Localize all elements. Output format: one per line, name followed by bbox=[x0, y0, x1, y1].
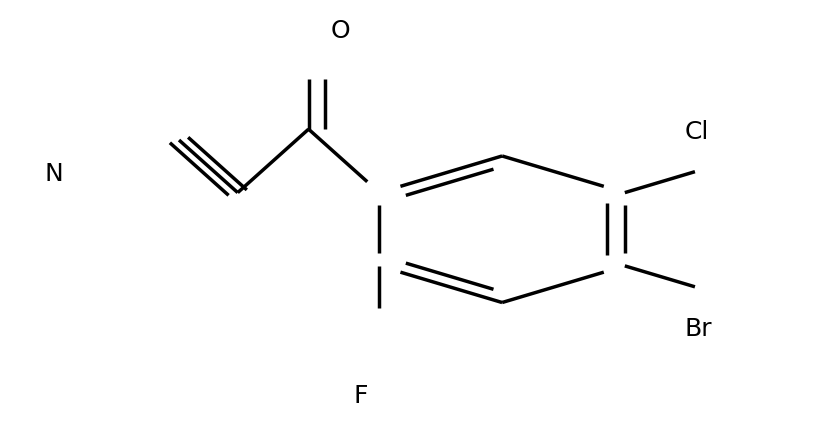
Text: Br: Br bbox=[685, 316, 712, 340]
Text: N: N bbox=[45, 161, 64, 185]
Text: Cl: Cl bbox=[685, 120, 708, 144]
Text: O: O bbox=[330, 19, 350, 43]
Text: F: F bbox=[353, 383, 367, 407]
